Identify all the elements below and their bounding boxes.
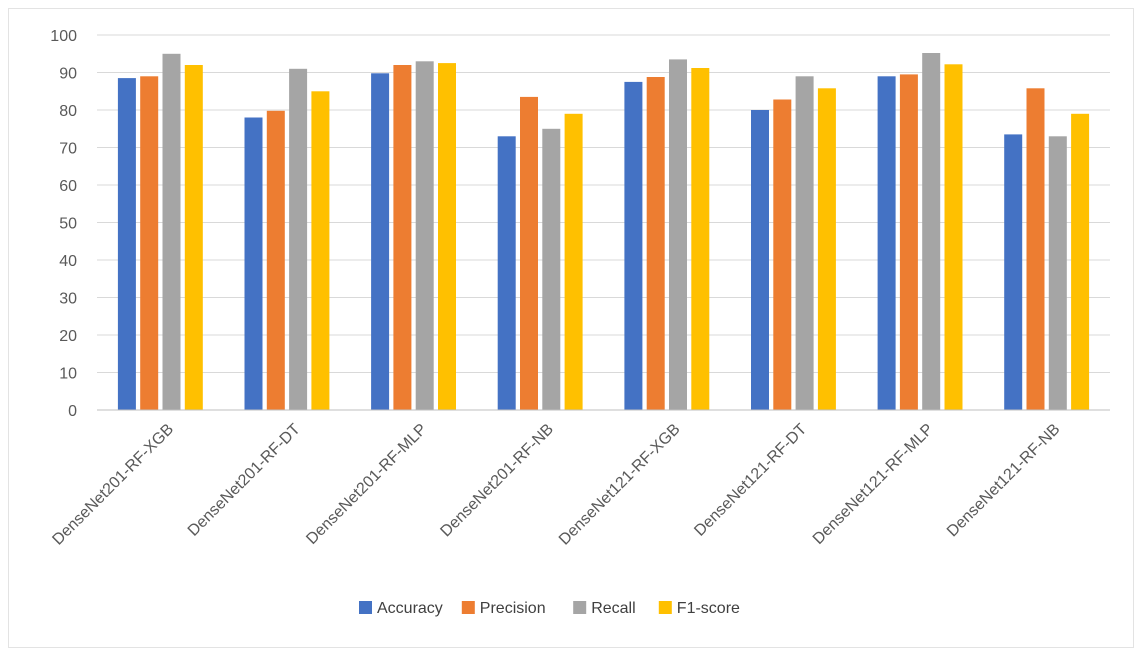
x-category-label: DenseNet121-RF-DT (691, 421, 810, 540)
bar-precision-1 (140, 76, 159, 411)
x-category-label: DenseNet201-RF-DT (185, 421, 304, 540)
bar-accuracy-7 (877, 76, 896, 411)
bar-accuracy-3 (371, 73, 390, 411)
bar-recall-3 (415, 61, 434, 411)
y-tick-label: 10 (59, 366, 77, 383)
gridlines (97, 34, 1110, 373)
bar-precision-7 (899, 74, 918, 411)
legend-swatch (359, 601, 372, 614)
legend-label: Precision (480, 600, 546, 617)
legend: Accuracy Precision Recall F1-score (359, 600, 740, 617)
bar-precision-5 (646, 77, 665, 410)
bar-f1-score-5 (691, 68, 710, 410)
y-tick-label: 80 (59, 103, 77, 120)
x-axis-labels: DenseNet201-RF-XGB DenseNet201-RF-DT Dense… (49, 421, 1063, 549)
bar-recall-8 (1048, 136, 1067, 411)
bar-recall-6 (795, 76, 814, 411)
y-tick-label: 40 (59, 253, 77, 270)
x-category-label: DenseNet121-RF-XGB (556, 421, 684, 549)
bar-f1-score-6 (817, 88, 836, 411)
x-category-label: DenseNet121-RF-MLP (810, 421, 937, 548)
bar-precision-8 (1026, 88, 1045, 411)
legend-swatch (461, 601, 475, 614)
legend-label: Accuracy (377, 600, 443, 617)
legend-label: F1-score (677, 600, 740, 617)
bar-f1-score-8 (1071, 113, 1090, 411)
bar-f1-score-7 (944, 64, 963, 411)
y-tick-label: 60 (59, 178, 77, 195)
bar-precision-4 (520, 96, 538, 411)
bar-recall-4 (542, 128, 561, 411)
x-category-label: DenseNet201-RF-MLP (303, 421, 430, 548)
bar-f1-score-1 (184, 65, 203, 410)
bars (117, 53, 1090, 411)
bar-precision-3 (393, 65, 412, 410)
bar-f1-score-4 (564, 113, 583, 411)
y-tick-label: 0 (68, 403, 77, 420)
x-category-label: DenseNet201-RF-XGB (49, 421, 177, 549)
y-tick-label: 30 (59, 291, 77, 308)
x-category-label: DenseNet121-RF-NB (944, 421, 1064, 541)
bar-accuracy-2 (244, 117, 263, 410)
legend-swatch (658, 601, 672, 614)
x-category-label: DenseNet201-RF-NB (437, 421, 557, 541)
bar-f1-score-3 (438, 63, 456, 410)
bar-accuracy-1 (117, 78, 136, 410)
y-tick-label: 90 (59, 66, 77, 83)
bar-accuracy-5 (624, 81, 643, 411)
legend-swatch (573, 601, 587, 614)
bar-recall-5 (669, 59, 687, 411)
y-axis-ticks: 0 10 20 30 40 50 60 70 80 90 100 (50, 28, 77, 420)
bar-f1-score-2 (311, 91, 330, 411)
bar-precision-2 (266, 110, 285, 411)
y-tick-label: 70 (59, 141, 77, 158)
y-tick-label: 20 (59, 328, 77, 345)
bar-accuracy-4 (497, 136, 516, 411)
bar-accuracy-8 (1004, 134, 1023, 410)
y-tick-label: 100 (50, 28, 77, 45)
bar-recall-7 (922, 53, 941, 410)
bar-accuracy-6 (751, 110, 769, 410)
bar-precision-6 (773, 99, 792, 410)
bar-recall-2 (289, 68, 308, 411)
bar-recall-1 (162, 53, 181, 411)
y-tick-label: 50 (59, 216, 77, 233)
legend-label: Recall (591, 600, 635, 617)
